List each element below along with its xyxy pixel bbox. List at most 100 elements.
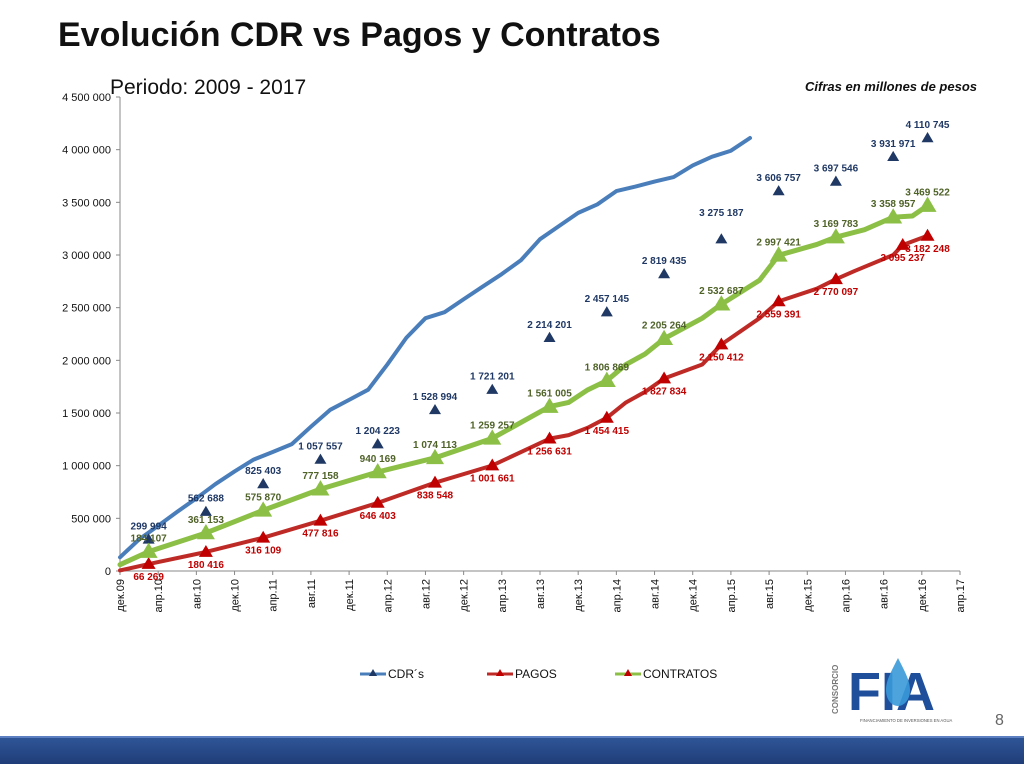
data-label-cdr: 3 697 546	[814, 164, 859, 175]
marker-pagos	[198, 544, 213, 557]
x-tick-label: апр.14	[611, 579, 623, 612]
data-label-pagos: 2 559 391	[756, 309, 801, 320]
marker-pagos	[920, 228, 935, 241]
marker-pagos	[714, 337, 729, 350]
marker-cdr	[658, 268, 671, 279]
data-label-pagos: 477 816	[302, 529, 339, 540]
x-tick-label: дек.15	[802, 579, 814, 612]
period-subtitle: Periodo: 2009 - 2017	[110, 76, 307, 99]
marker-cdr	[543, 331, 556, 342]
line-chart: 4 500 000 4 000 000 3 500 000 3 000 000 2 50…	[62, 92, 967, 681]
data-label-contratos: 184 107	[131, 534, 168, 545]
marker-contratos	[196, 523, 215, 540]
x-tick-label: авг.16	[879, 579, 891, 609]
marker-cdr	[772, 185, 785, 196]
x-tick-label: апр.17	[955, 579, 967, 612]
data-label-pagos: 2 150 412	[699, 352, 744, 363]
x-tick-label: дек.09	[115, 579, 127, 612]
y-tick-label: 1 500 000	[62, 408, 111, 420]
marker-pagos	[370, 495, 385, 508]
data-label-pagos: 3 095 237	[880, 253, 925, 264]
x-tick-label: апр.11	[268, 579, 280, 612]
data-label-cdr: 299 994	[131, 521, 168, 532]
data-label-cdr: 2 819 435	[642, 256, 687, 267]
data-label-contratos: 2 205 264	[642, 321, 687, 332]
marker-contratos	[368, 462, 387, 479]
logo-side-text: CONSORCIO	[831, 665, 840, 714]
x-tick-label: дек.13	[573, 579, 585, 612]
marker-pagos	[256, 530, 271, 543]
x-tick-label: авг.15	[764, 579, 776, 609]
marker-cdr	[314, 453, 327, 464]
x-tick-label: авг.10	[191, 579, 203, 609]
x-tick-label: авг.14	[650, 579, 662, 609]
data-label-pagos: 66 269	[133, 572, 164, 583]
marker-cdr	[199, 505, 212, 516]
y-tick-label: 3 500 000	[62, 197, 111, 209]
marker-cdr	[371, 438, 384, 449]
marker-cdr	[429, 403, 441, 415]
data-label-cdr: 825 403	[245, 466, 282, 477]
data-label-pagos: 1 001 661	[470, 473, 515, 484]
marker-contratos	[884, 208, 903, 224]
y-tick-label: 2 000 000	[62, 355, 111, 367]
marker-pagos	[828, 272, 843, 285]
data-label-pagos: 1 454 415	[585, 426, 630, 437]
data-label-cdr: 2 457 145	[585, 294, 630, 305]
x-tick-label: апр.16	[840, 579, 852, 612]
y-tick-label: 2 500 000	[62, 303, 111, 315]
marker-contratos	[769, 246, 788, 262]
data-label-contratos: 575 870	[245, 492, 282, 503]
x-tick-label: дек.16	[917, 579, 929, 612]
logo-tagline: FINANCIAMIENTO DE INVERSIONES EN AGUA	[860, 718, 953, 723]
data-label-pagos: 1 827 834	[642, 386, 687, 397]
legend-marker-pagos	[496, 669, 504, 676]
data-label-pagos: 646 403	[360, 511, 397, 522]
data-label-cdr: 3 606 757	[756, 173, 801, 184]
y-tick-label: 4 000 000	[62, 145, 111, 157]
x-tick-label: дек.10	[230, 579, 242, 612]
data-label-pagos: 180 416	[188, 560, 225, 571]
data-label-pagos: 2 770 097	[814, 287, 859, 298]
data-label-cdr: 3 275 187	[699, 208, 744, 219]
marker-contratos	[918, 196, 937, 212]
marker-cdr	[142, 533, 155, 544]
data-label-cdr: 2 214 201	[527, 320, 572, 331]
data-label-cdr: 4 110 745	[906, 120, 950, 131]
data-label-cdr: 1 204 223	[355, 426, 400, 437]
x-tick-label: авг.12	[420, 579, 432, 609]
data-label-cdr: 1 057 557	[298, 442, 343, 453]
y-tick-label: 3 000 000	[62, 250, 111, 262]
data-label-contratos: 1 074 113	[413, 440, 457, 451]
data-label-contratos: 940 169	[360, 454, 397, 465]
data-label-contratos: 777 158	[302, 471, 339, 482]
x-tick-label: дек.11	[344, 579, 356, 611]
marker-pagos	[599, 410, 614, 423]
data-label-contratos: 2 532 687	[699, 286, 744, 297]
marker-contratos	[254, 501, 273, 517]
legend-label-contratos: CONTRATOS	[643, 667, 717, 681]
marker-contratos	[712, 295, 731, 311]
x-tick-label: дек.14	[688, 579, 700, 612]
slide-title: Evolución CDR vs Pagos y Contratos	[58, 16, 661, 54]
marker-cdr	[600, 306, 613, 317]
marker-cdr	[887, 150, 900, 162]
marker-contratos	[426, 448, 444, 465]
marker-pagos	[771, 294, 786, 307]
y-tick-label: 1 000 000	[62, 461, 111, 473]
data-label-cdr: 1 528 994	[413, 392, 458, 403]
data-label-cdr: 1 721 201	[470, 372, 515, 383]
y-tick-label: 0	[105, 566, 111, 578]
marker-cdr	[715, 233, 728, 244]
marker-cdr	[257, 478, 270, 489]
marker-contratos	[139, 542, 158, 558]
series-line-cdr	[118, 136, 752, 560]
legend-label-pagos: PAGOS	[515, 667, 557, 681]
marker-cdr	[486, 383, 499, 394]
data-label-contratos: 1 806 869	[585, 363, 630, 374]
marker-pagos	[657, 371, 672, 384]
water-drop-icon	[886, 658, 910, 706]
marker-contratos	[311, 480, 330, 496]
x-tick-label: авг.13	[535, 579, 547, 609]
y-tick-label: 500 000	[71, 513, 111, 525]
